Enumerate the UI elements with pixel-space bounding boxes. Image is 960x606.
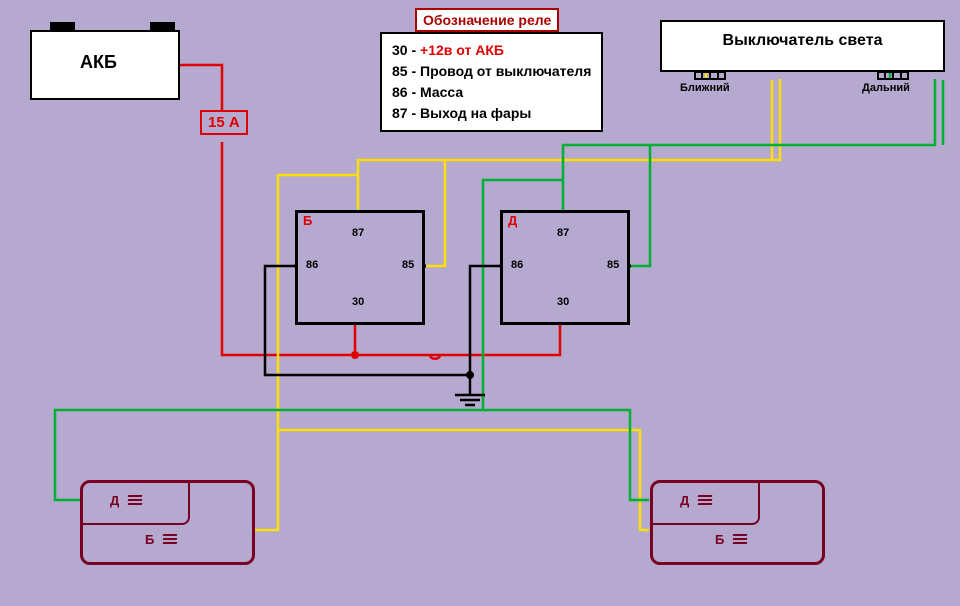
headlight-right-d: Д [680, 493, 689, 508]
relay-b-pin-30: 30 [352, 296, 364, 308]
legend-title: Обозначение реле [415, 8, 559, 32]
headlight-left-b: Б [145, 532, 154, 547]
fuse-box: 15 А [200, 110, 248, 135]
battery-terminal [150, 22, 175, 30]
legend-line-30: 30 - +12в от АКБ [392, 40, 591, 61]
relay-d-pin-85: 85 [607, 259, 619, 271]
filament-icon [163, 534, 177, 546]
fuse-label: 15 А [208, 114, 240, 131]
relay-b-pin-86: 86 [306, 259, 318, 271]
legend-line-86: 86 - Масса [392, 82, 591, 103]
headlight-left-d: Д [110, 493, 119, 508]
headlight-right-b: Б [715, 532, 724, 547]
battery-terminal [50, 22, 75, 30]
filament-icon [698, 495, 712, 507]
legend-line-87: 87 - Выход на фары [392, 103, 591, 124]
filament-icon [128, 495, 142, 507]
light-switch: Выключатель света [660, 20, 945, 72]
filament-icon [733, 534, 747, 546]
relay-d-letter: Д [508, 213, 517, 228]
relay-b-letter: Б [303, 213, 312, 228]
switch-title: Выключатель света [723, 32, 883, 49]
switch-left-label: Ближний [680, 82, 730, 94]
relay-d-pin-30: 30 [557, 296, 569, 308]
switch-right-label: Дальний [862, 82, 910, 94]
relay-d-pin-86: 86 [511, 259, 523, 271]
relay-d-pin-87: 87 [557, 227, 569, 239]
legend-line-85: 85 - Провод от выключателя [392, 61, 591, 82]
relay-b-pin-87: 87 [352, 227, 364, 239]
relay-b-pin-85: 85 [402, 259, 414, 271]
legend-body: 30 - +12в от АКБ 85 - Провод от выключат… [380, 32, 603, 132]
battery-label: АКБ [80, 52, 117, 73]
